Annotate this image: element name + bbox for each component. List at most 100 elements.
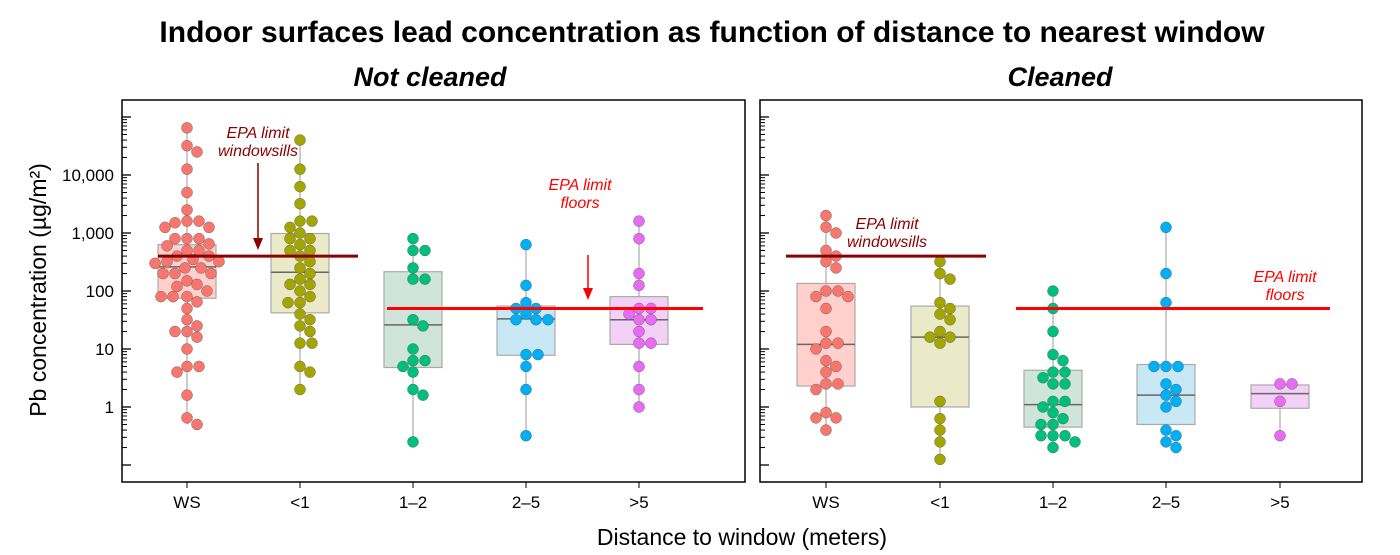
- data-point: [304, 256, 316, 268]
- data-point: [294, 273, 306, 285]
- group-0: [149, 122, 225, 431]
- data-point: [1047, 348, 1059, 361]
- data-point: [193, 360, 205, 373]
- data-point: [820, 424, 832, 436]
- data-point: [934, 424, 946, 436]
- data-point: [820, 378, 832, 390]
- epa-label-windowsills: EPA limit: [226, 125, 290, 142]
- data-point: [181, 122, 193, 134]
- data-point: [633, 383, 645, 396]
- data-point: [161, 240, 173, 252]
- data-point: [1286, 378, 1298, 390]
- data-point: [191, 418, 203, 431]
- data-point: [407, 366, 419, 378]
- data-point: [304, 232, 316, 245]
- data-point: [294, 215, 306, 227]
- data-point: [520, 348, 532, 361]
- data-point: [633, 215, 645, 227]
- data-point: [306, 337, 318, 349]
- data-point: [294, 163, 306, 175]
- data-point: [407, 314, 419, 326]
- data-point: [407, 273, 419, 285]
- data-point: [924, 331, 936, 343]
- data-point: [284, 232, 296, 245]
- data-point: [181, 314, 193, 326]
- data-point: [181, 325, 193, 338]
- epa-label-floors: floors: [560, 195, 599, 212]
- data-point: [1047, 395, 1059, 408]
- data-point: [407, 232, 419, 245]
- x-tick-label: <1: [930, 493, 949, 512]
- arrow-head-icon: [253, 238, 263, 250]
- data-point: [1047, 285, 1059, 297]
- data-point: [181, 412, 193, 424]
- data-point: [191, 278, 203, 291]
- panel-not-cleaned: 1 10 100 1,000 10,000 WS <1 1–2 2–5 >5: [62, 99, 746, 512]
- data-point: [181, 186, 193, 199]
- data-point: [934, 267, 946, 280]
- data-point: [820, 221, 832, 233]
- data-point: [645, 337, 657, 349]
- x-tick-label: 1–2: [399, 493, 427, 512]
- data-point: [304, 314, 316, 326]
- data-point: [1160, 360, 1172, 373]
- data-point: [191, 296, 203, 308]
- data-point: [820, 354, 832, 367]
- data-point: [284, 244, 296, 257]
- data-point: [171, 280, 183, 293]
- data-point: [944, 273, 956, 285]
- data-point: [195, 262, 207, 274]
- data-point: [633, 279, 645, 292]
- data-point: [832, 378, 844, 390]
- data-point: [1160, 296, 1172, 309]
- data-point: [181, 232, 193, 245]
- data-point: [181, 389, 193, 401]
- data-point: [1035, 418, 1047, 431]
- data-point: [520, 308, 532, 320]
- data-point: [1274, 378, 1286, 390]
- data-point: [820, 325, 832, 338]
- data-point: [284, 221, 296, 234]
- group-0: [796, 209, 856, 436]
- data-point: [934, 436, 946, 448]
- data-point: [306, 215, 318, 227]
- data-point: [820, 285, 832, 297]
- data-point: [520, 296, 532, 309]
- data-point: [201, 285, 213, 297]
- group-1: [910, 256, 970, 466]
- data-point: [1037, 401, 1049, 413]
- epa-label-windowsills: EPA limit: [855, 216, 919, 233]
- data-point: [530, 314, 542, 326]
- data-point: [171, 366, 183, 378]
- data-point: [1035, 430, 1047, 442]
- data-point: [1047, 418, 1059, 431]
- x-axis-label: Distance to window (meters): [597, 524, 887, 550]
- x-tick-label: >5: [629, 493, 648, 512]
- data-point: [1160, 401, 1172, 413]
- data-point: [820, 256, 832, 268]
- data-point: [1170, 430, 1182, 442]
- data-point: [181, 302, 193, 315]
- data-point: [1047, 430, 1059, 442]
- data-point: [167, 290, 179, 303]
- y-tick-label: 10,000: [62, 166, 114, 185]
- data-point: [633, 360, 645, 373]
- data-point: [532, 348, 544, 361]
- x-tick-label: 2–5: [1152, 493, 1180, 512]
- data-point: [1047, 366, 1059, 378]
- data-point: [633, 232, 645, 245]
- panel-title-not-cleaned: Not cleaned: [353, 62, 507, 92]
- x-tick-label: 1–2: [1039, 493, 1067, 512]
- data-point: [1069, 436, 1081, 448]
- data-point: [407, 343, 419, 355]
- data-point: [181, 140, 193, 152]
- data-point: [810, 290, 822, 303]
- panel-title-cleaned: Cleaned: [1007, 62, 1113, 92]
- data-point: [1057, 412, 1069, 425]
- data-point: [397, 360, 409, 373]
- data-point: [304, 278, 316, 291]
- data-point: [304, 244, 316, 257]
- data-point: [820, 337, 832, 349]
- data-point: [934, 256, 946, 268]
